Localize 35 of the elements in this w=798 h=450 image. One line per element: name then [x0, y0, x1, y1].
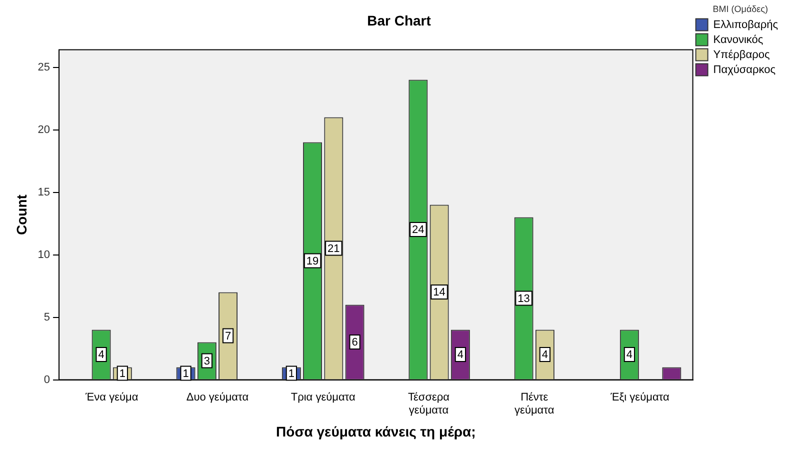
- data-label: 4: [542, 349, 548, 362]
- data-label: 1: [182, 368, 189, 380]
- x-tick-label: Τέσσερα γεύματα: [408, 391, 450, 417]
- data-label: 14: [433, 286, 446, 299]
- legend-label: Ελλιποβαρής: [713, 18, 778, 31]
- x-tick-label: Δυο γεύματα: [186, 391, 250, 404]
- data-label: 4: [626, 349, 632, 362]
- legend-label: Παχύσαρκος: [713, 64, 776, 76]
- data-label: 3: [204, 355, 210, 368]
- data-label: 13: [518, 292, 530, 305]
- y-tick-label: 0: [44, 374, 50, 386]
- data-label: 4: [98, 349, 104, 362]
- legend-label: Υπέρβαρος: [713, 48, 770, 61]
- x-tick-label: Ένα γεύμα: [84, 391, 139, 404]
- y-tick-label: 15: [38, 186, 50, 198]
- data-label: 24: [412, 224, 424, 236]
- x-axis-title: Πόσα γεύματα κάνεις τη μέρα;: [276, 423, 476, 440]
- legend-title: BMI (Ομάδες): [712, 4, 768, 14]
- x-tick-label: Τρια γεύματα: [290, 391, 356, 404]
- y-tick-label: 20: [38, 124, 50, 136]
- data-label: 19: [306, 255, 319, 268]
- chart-title: Bar Chart: [367, 12, 432, 28]
- y-axis-title: Count: [13, 194, 30, 236]
- legend-label: Κανονικός: [713, 34, 764, 46]
- data-label: 4: [457, 349, 464, 362]
- data-label: 6: [352, 336, 358, 349]
- x-tick-label: Πέντε γεύματα: [514, 391, 555, 417]
- data-label: 1: [119, 368, 126, 380]
- x-tick-label: Έξι γεύματα: [610, 391, 670, 404]
- data-label: 21: [328, 242, 340, 255]
- y-tick-label: 25: [38, 61, 50, 74]
- y-tick-label: 10: [38, 248, 50, 261]
- data-label: 1: [288, 368, 294, 380]
- y-tick-label: 5: [44, 311, 50, 324]
- data-label: 7: [224, 330, 232, 342]
